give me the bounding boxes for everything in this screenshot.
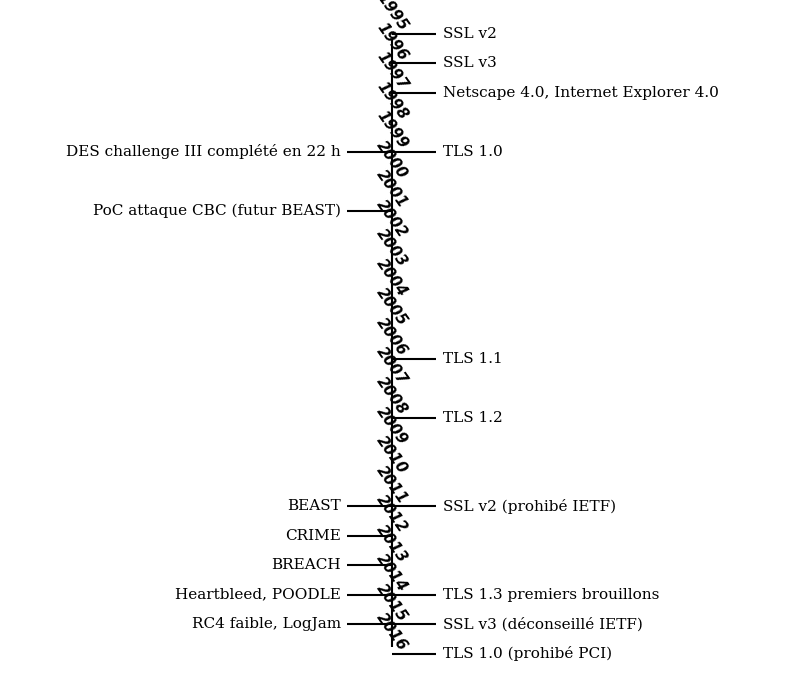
Text: 1996: 1996 [373,20,410,63]
Text: 1995: 1995 [373,0,410,34]
Text: SSL v3: SSL v3 [443,56,497,70]
Text: 2007: 2007 [373,344,410,388]
Text: 2006: 2006 [373,315,410,359]
Text: SSL v2: SSL v2 [443,27,497,40]
Text: BEAST: BEAST [287,499,341,513]
Text: 1999: 1999 [373,109,410,152]
Text: 2001: 2001 [373,167,410,211]
Text: TLS 1.2: TLS 1.2 [443,410,503,425]
Text: 2011: 2011 [373,463,410,506]
Text: 2003: 2003 [373,226,410,270]
Text: 1998: 1998 [373,79,410,122]
Text: 2008: 2008 [373,374,410,418]
Text: 2010: 2010 [373,433,410,477]
Text: TLS 1.0 (prohibé PCI): TLS 1.0 (prohibé PCI) [443,646,612,661]
Text: 2013: 2013 [373,522,410,565]
Text: BREACH: BREACH [271,558,341,572]
Text: 2016: 2016 [373,611,410,654]
Text: Heartbleed, POODLE: Heartbleed, POODLE [175,588,341,602]
Text: PoC attaque CBC (futur BEAST): PoC attaque CBC (futur BEAST) [93,204,341,218]
Text: CRIME: CRIME [285,528,341,543]
Text: 2002: 2002 [373,197,410,241]
Text: 2005: 2005 [373,286,410,329]
Text: TLS 1.3 premiers brouillons: TLS 1.3 premiers brouillons [443,588,659,602]
Text: TLS 1.0: TLS 1.0 [443,145,503,159]
Text: 2004: 2004 [373,256,410,299]
Text: SSL v2 (prohibé IETF): SSL v2 (prohibé IETF) [443,499,616,514]
Text: SSL v3 (déconseillé IETF): SSL v3 (déconseillé IETF) [443,617,642,632]
Text: 2000: 2000 [373,138,410,181]
Text: 2014: 2014 [373,551,410,594]
Text: 2012: 2012 [373,492,410,536]
Text: 1997: 1997 [373,49,410,93]
Text: Netscape 4.0, Internet Explorer 4.0: Netscape 4.0, Internet Explorer 4.0 [443,86,718,100]
Text: DES challenge III complété en 22 h: DES challenge III complété en 22 h [66,144,341,159]
Text: 2009: 2009 [373,404,410,447]
Text: TLS 1.1: TLS 1.1 [443,352,503,365]
Text: RC4 faible, LogJam: RC4 faible, LogJam [191,617,341,632]
Text: 2015: 2015 [373,581,410,624]
